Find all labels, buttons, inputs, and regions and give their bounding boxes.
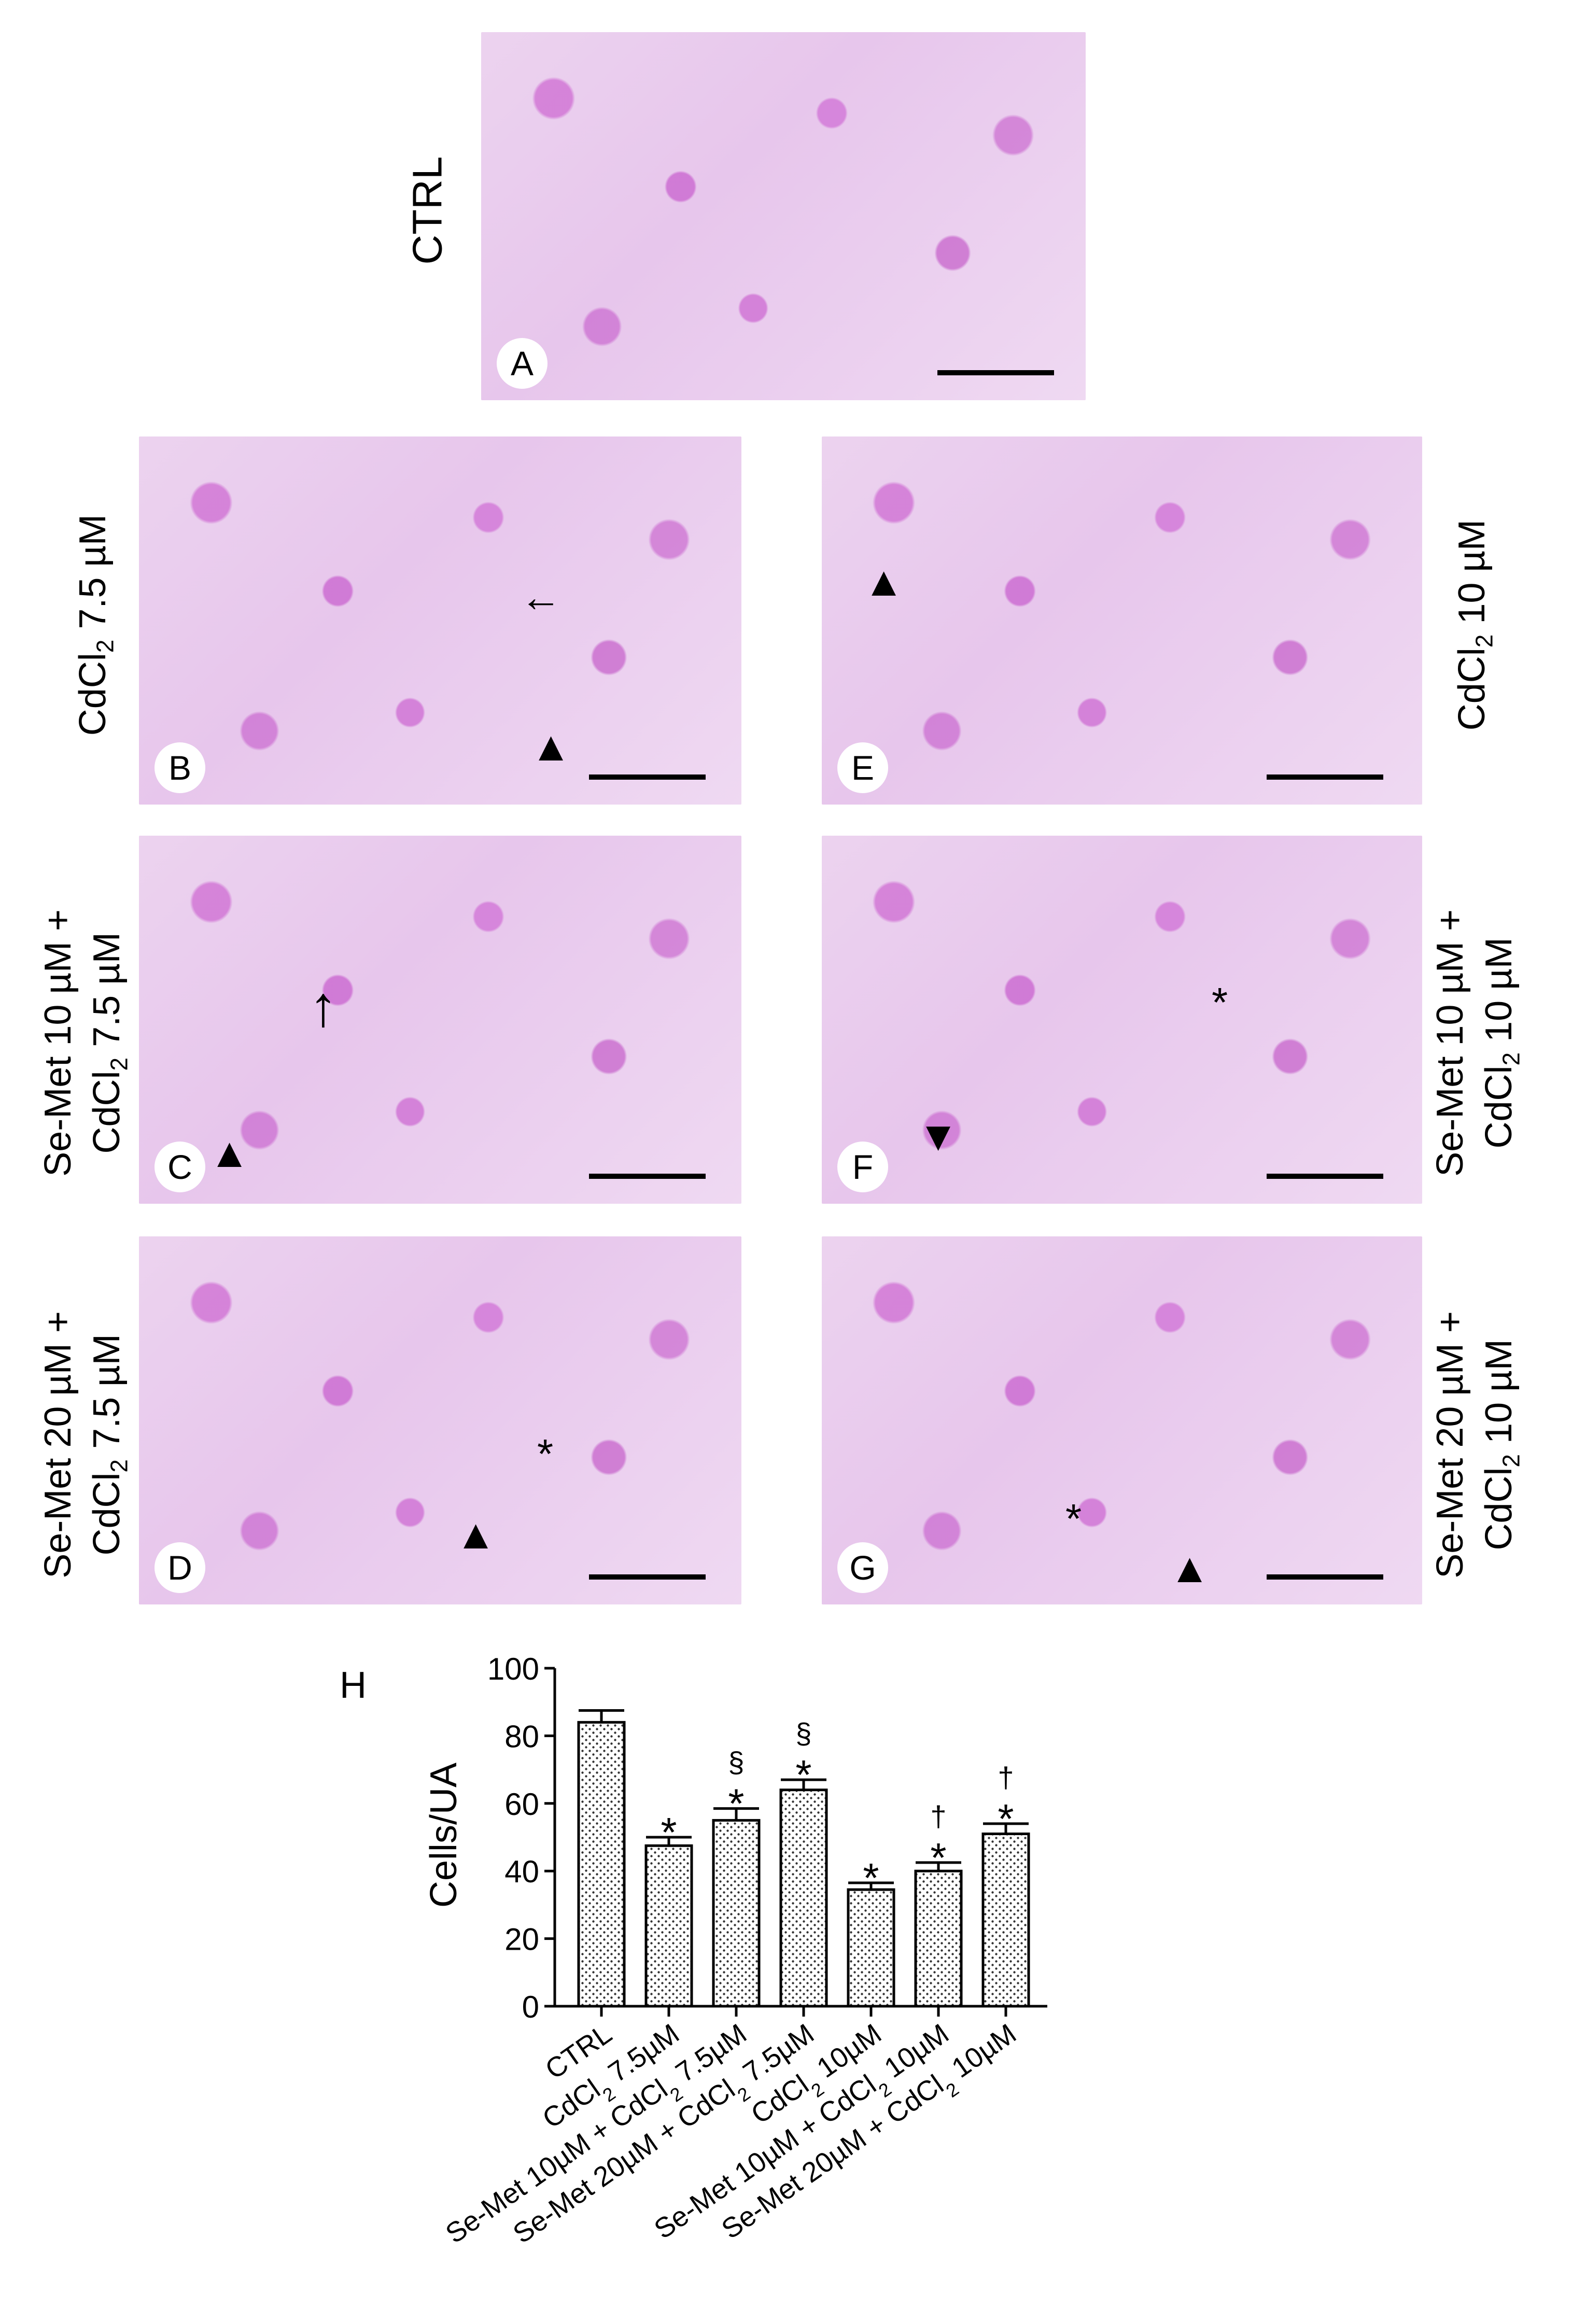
scale-bar bbox=[1267, 1574, 1383, 1580]
significance-mark: * bbox=[728, 1781, 744, 1827]
significance-mark: † bbox=[930, 1800, 946, 1833]
panel-label-c: C bbox=[155, 1142, 205, 1192]
arrowhead-marker: ▲ bbox=[1169, 1545, 1211, 1591]
significance-mark: * bbox=[930, 1835, 946, 1881]
panel-g-micrograph: G ▲ * bbox=[822, 1236, 1422, 1604]
panel-f-micrograph: F ▼ * bbox=[822, 836, 1422, 1204]
panel-b-micrograph: B ← ▲ bbox=[139, 436, 741, 805]
y-tick-label: 80 bbox=[504, 1719, 539, 1754]
significance-mark: * bbox=[661, 1809, 677, 1855]
scale-bar bbox=[1267, 774, 1383, 780]
arrowhead-marker: ▲ bbox=[530, 723, 572, 769]
significance-mark: * bbox=[863, 1855, 879, 1901]
arrowhead-marker: ▼ bbox=[918, 1113, 959, 1159]
panel-label-d: D bbox=[155, 1542, 205, 1593]
asterisk-marker: * bbox=[537, 1431, 554, 1477]
y-axis-label: Cells/UA bbox=[423, 1763, 465, 1908]
arrowhead-marker: ▲ bbox=[455, 1511, 497, 1557]
significance-mark: * bbox=[998, 1796, 1014, 1842]
y-tick-label: 0 bbox=[522, 1990, 539, 2024]
asterisk-marker: * bbox=[1065, 1496, 1082, 1542]
arrowhead-marker: ▲ bbox=[863, 558, 905, 604]
panel-a-micrograph: A bbox=[481, 32, 1086, 400]
panel-label-a: A bbox=[497, 338, 548, 389]
bar bbox=[712, 1819, 761, 2008]
panel-label-b: B bbox=[155, 742, 205, 793]
bar bbox=[914, 1869, 963, 2008]
chart-panel-label: H bbox=[340, 1665, 367, 1706]
bar bbox=[644, 1844, 693, 2008]
y-tick-label: 100 bbox=[487, 1652, 539, 1686]
significance-mark: § bbox=[728, 1746, 744, 1779]
y-tick-label: 20 bbox=[504, 1922, 539, 1957]
scale-bar bbox=[937, 370, 1054, 375]
asterisk-marker: * bbox=[1212, 979, 1228, 1025]
bar bbox=[847, 1888, 895, 2008]
panel-label-f: F bbox=[837, 1142, 888, 1192]
bar bbox=[981, 1832, 1030, 2008]
y-tick-label: 40 bbox=[504, 1854, 539, 1889]
panel-d-micrograph: D ▲ * bbox=[139, 1236, 741, 1604]
panel-e-micrograph: E ▲ bbox=[822, 436, 1422, 805]
scale-bar bbox=[589, 774, 706, 780]
scale-bar bbox=[589, 1174, 706, 1179]
significance-mark: * bbox=[795, 1752, 811, 1798]
bar bbox=[577, 1721, 626, 2008]
significance-mark: † bbox=[998, 1761, 1014, 1794]
panel-label-e: E bbox=[837, 742, 888, 793]
arrow-marker: ← bbox=[520, 574, 562, 620]
bar bbox=[779, 1788, 828, 2008]
scale-bar bbox=[1267, 1174, 1383, 1179]
panel-c-micrograph: C ↑ ▲ bbox=[139, 836, 741, 1204]
y-tick-label: 60 bbox=[504, 1787, 539, 1822]
arrow-marker: ↑ bbox=[309, 975, 338, 1038]
panel-label-g: G bbox=[837, 1542, 888, 1593]
significance-mark: § bbox=[795, 1717, 811, 1750]
arrowhead-marker: ▲ bbox=[209, 1130, 250, 1176]
scale-bar bbox=[589, 1574, 706, 1580]
